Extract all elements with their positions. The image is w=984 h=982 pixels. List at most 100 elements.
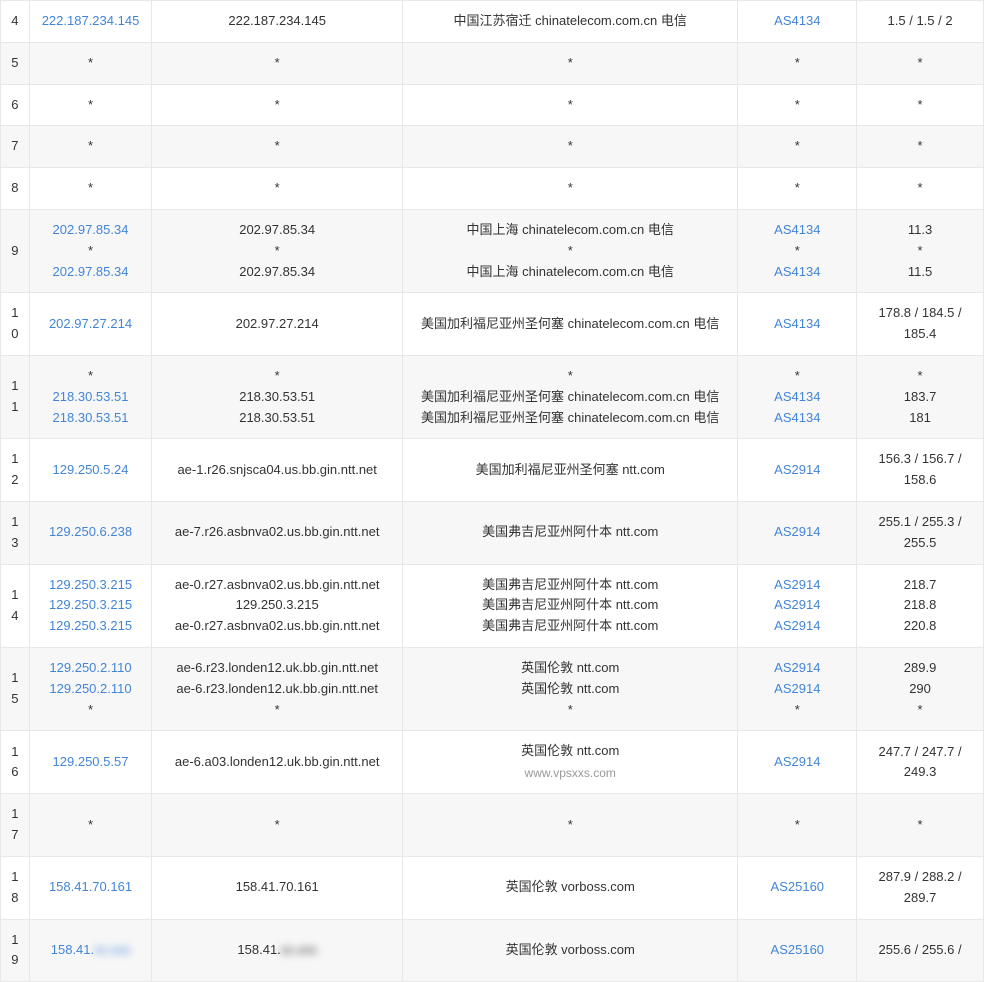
latency-cell: *: [857, 84, 984, 126]
hostname-value: *: [160, 241, 394, 262]
as-number-link[interactable]: AS2914: [774, 754, 820, 769]
as-number-link[interactable]: AS2914: [774, 618, 820, 633]
ip-address-link[interactable]: 129.250.5.24: [53, 462, 129, 477]
as-number-value: *: [746, 136, 848, 157]
hostname-cell: 158.41.xx.xxx: [152, 919, 403, 982]
hop-number: 8: [1, 168, 30, 210]
hostname-value: ae-1.r26.snjsca04.us.bb.gin.ntt.net: [160, 460, 394, 481]
ip-address-cell: *: [29, 84, 152, 126]
location-cell: *: [402, 126, 738, 168]
as-number-value: *: [746, 178, 848, 199]
latency-value: 183.7: [865, 387, 975, 408]
as-number-link[interactable]: AS2914: [774, 681, 820, 696]
ip-address-link[interactable]: 218.30.53.51: [53, 389, 129, 404]
ip-address-value: *: [38, 241, 144, 262]
as-number-value: *: [746, 815, 848, 836]
ip-address-link[interactable]: 129.250.3.215: [49, 597, 132, 612]
ip-address-cell: 129.250.2.110129.250.2.110*: [29, 647, 152, 730]
as-number-link[interactable]: AS25160: [771, 942, 825, 957]
latency-value: 1.5 / 1.5 / 2: [865, 11, 975, 32]
hop-number: 7: [1, 126, 30, 168]
as-number-link[interactable]: AS2914: [774, 660, 820, 675]
latency-cell: *183.7181: [857, 355, 984, 438]
ip-address-link[interactable]: 158.41.70.161: [49, 879, 132, 894]
ip-address-link[interactable]: 129.250.3.215: [49, 618, 132, 633]
location-value: 中国上海 chinatelecom.com.cn 电信: [411, 220, 730, 241]
latency-value: *: [865, 136, 975, 157]
ip-address-link[interactable]: 202.97.27.214: [49, 316, 132, 331]
latency-cell: *: [857, 126, 984, 168]
hostname-cell: *: [152, 168, 403, 210]
as-number-link[interactable]: AS4134: [774, 13, 820, 28]
as-number-cell: AS2914 AS2914 AS2914: [738, 564, 857, 647]
location-cell: 美国加利福尼亚州圣何塞 chinatelecom.com.cn 电信: [402, 293, 738, 356]
latency-cell: 247.7 / 247.7 / 249.3: [857, 731, 984, 794]
as-number-cell: AS2914: [738, 501, 857, 564]
as-number-cell: AS2914AS2914*: [738, 647, 857, 730]
hostname-value: 202.97.85.34: [160, 262, 394, 283]
latency-cell: 11.3*11.5: [857, 209, 984, 292]
latency-cell: 218.7218.8220.8: [857, 564, 984, 647]
as-number-link[interactable]: AS2914: [774, 524, 820, 539]
as-number-link[interactable]: AS4134: [774, 410, 820, 425]
latency-value: 11.5: [865, 262, 975, 283]
as-number-value: AS25160: [746, 940, 848, 961]
as-number-link[interactable]: AS2914: [774, 597, 820, 612]
hop-number: 11: [1, 355, 30, 438]
location-value: *: [411, 815, 730, 836]
location-value: *: [411, 136, 730, 157]
hostname-cell: ae-0.r27.asbnva02.us.bb.gin.ntt.net129.2…: [152, 564, 403, 647]
ip-address-link[interactable]: 129.250.6.238: [49, 524, 132, 539]
table-row: 14129.250.3.215129.250.3.215129.250.3.21…: [1, 564, 984, 647]
location-value: *: [411, 95, 730, 116]
location-value: 英国伦敦 vorboss.com: [411, 877, 730, 898]
ip-address-link[interactable]: 202.97.85.34: [53, 222, 129, 237]
hop-number: 9: [1, 209, 30, 292]
as-number-link[interactable]: AS2914: [774, 577, 820, 592]
ip-address-cell: *: [29, 794, 152, 857]
hostname-cell: *: [152, 84, 403, 126]
hostname-value: *: [160, 178, 394, 199]
as-number-link[interactable]: AS4134: [774, 316, 820, 331]
ip-address-link[interactable]: 222.187.234.145: [42, 13, 140, 28]
as-number-value: *: [746, 95, 848, 116]
as-number-link[interactable]: AS25160: [771, 879, 825, 894]
ip-address-cell: *: [29, 42, 152, 84]
as-number-link[interactable]: AS2914: [774, 462, 820, 477]
table-row: 7*****: [1, 126, 984, 168]
ip-address-link[interactable]: 129.250.2.110: [49, 660, 131, 675]
hostname-value: *: [160, 95, 394, 116]
as-number-link[interactable]: AS4134: [774, 222, 820, 237]
ip-address-link[interactable]: 202.97.85.34: [53, 264, 129, 279]
hostname-value: *: [160, 815, 394, 836]
hostname-cell: *: [152, 42, 403, 84]
ip-address-cell: 202.97.85.34 * 202.97.85.34: [29, 209, 152, 292]
table-row: 16129.250.5.57ae-6.a03.londen12.uk.bb.gi…: [1, 731, 984, 794]
as-number-link[interactable]: AS4134: [774, 264, 820, 279]
location-value: 英国伦敦 ntt.com: [411, 679, 730, 700]
ip-address-link[interactable]: 129.250.5.57: [53, 754, 129, 769]
table-row: 18158.41.70.161158.41.70.161英国伦敦 vorboss…: [1, 856, 984, 919]
ip-address-link[interactable]: 158.41.xx.xxx: [51, 942, 131, 957]
hostname-cell: ae-6.a03.londen12.uk.bb.gin.ntt.net: [152, 731, 403, 794]
location-cell: *美国加利福尼亚州圣何塞 chinatelecom.com.cn 电信美国加利福…: [402, 355, 738, 438]
as-number-cell: *: [738, 42, 857, 84]
as-number-value: AS2914: [746, 679, 848, 700]
latency-value: 218.8: [865, 595, 975, 616]
ip-address-cell: 129.250.5.57: [29, 731, 152, 794]
hostname-cell: *: [152, 794, 403, 857]
ip-address-link[interactable]: 129.250.2.110: [49, 681, 131, 696]
hostname-value: ae-0.r27.asbnva02.us.bb.gin.ntt.net: [160, 575, 394, 596]
as-number-value: AS2914: [746, 658, 848, 679]
ip-address-cell: 158.41.xx.xxx: [29, 919, 152, 982]
ip-address-link[interactable]: 218.30.53.51: [53, 410, 129, 425]
latency-cell: *: [857, 42, 984, 84]
hostname-value: ae-6.r23.londen12.uk.bb.gin.ntt.net: [160, 679, 394, 700]
as-number-link[interactable]: AS4134: [774, 389, 820, 404]
latency-value: *: [865, 815, 975, 836]
ip-address-link[interactable]: 129.250.3.215: [49, 577, 132, 592]
location-value: 中国上海 chinatelecom.com.cn 电信: [411, 262, 730, 283]
ip-address-value: *: [38, 815, 144, 836]
location-value: *: [411, 700, 730, 721]
as-number-cell: *: [738, 84, 857, 126]
